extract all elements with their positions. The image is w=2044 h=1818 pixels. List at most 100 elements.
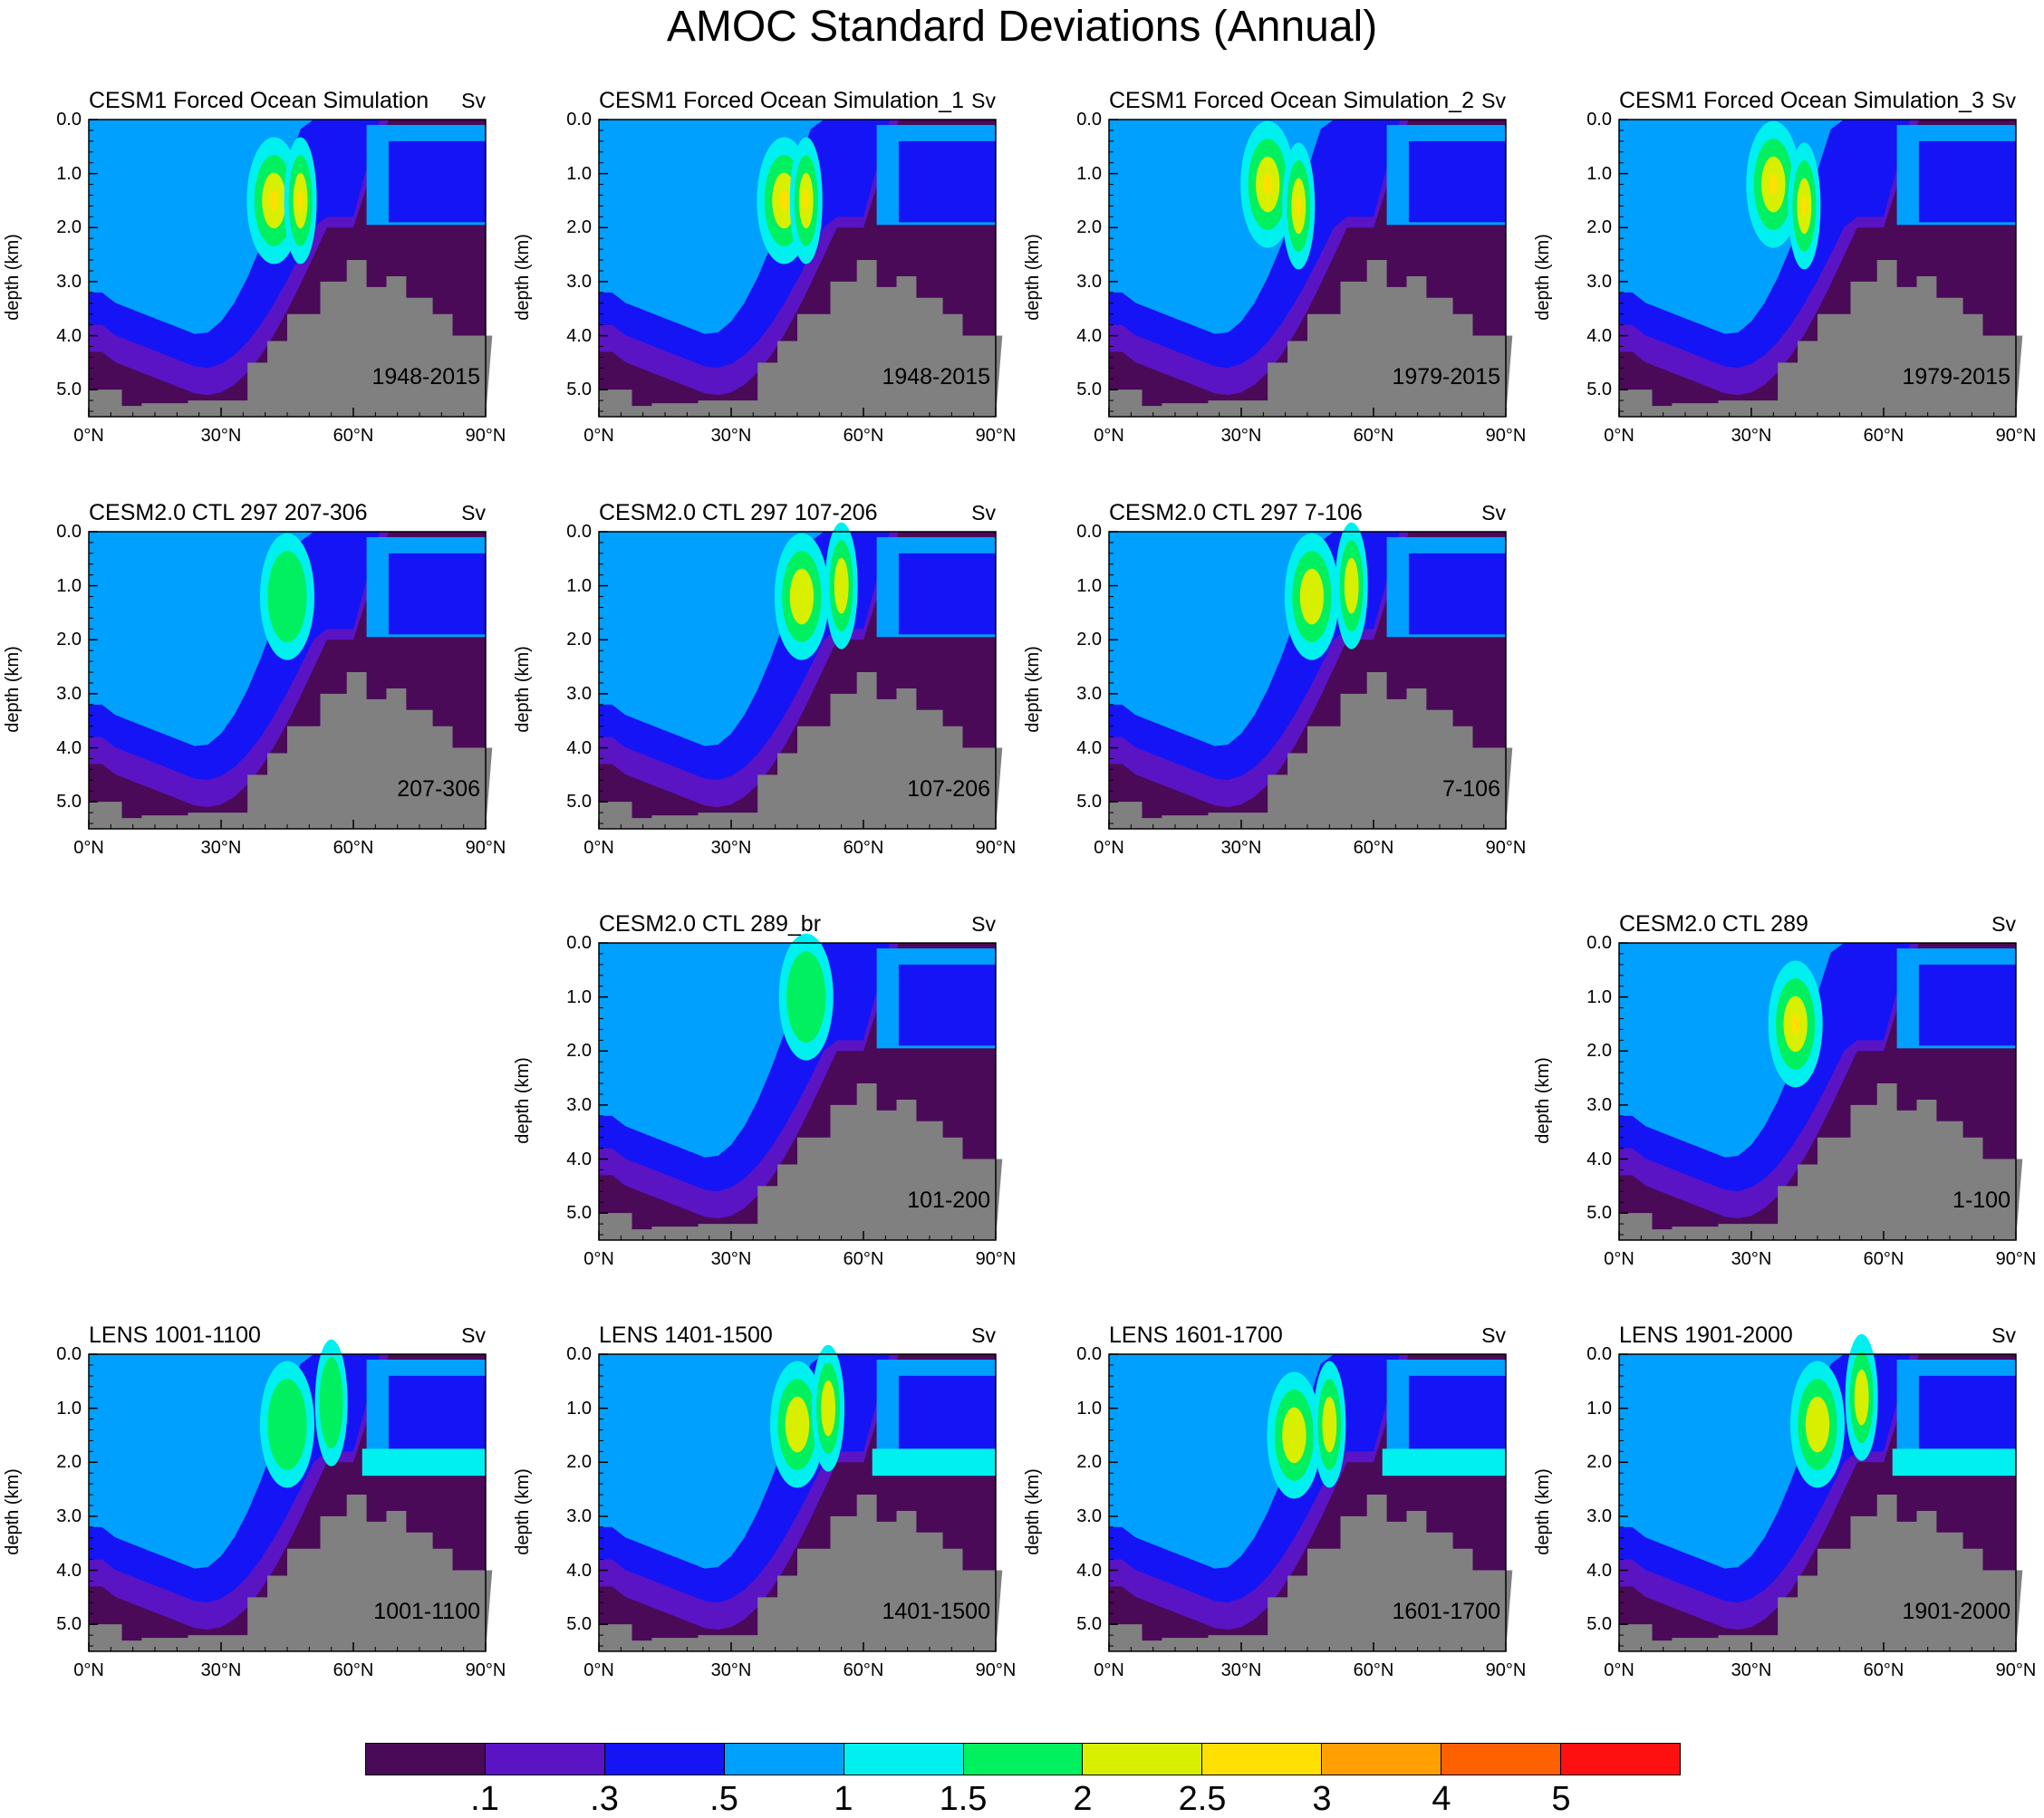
y-tick-label: 4.0 xyxy=(56,1560,82,1581)
y-tick-label: 0.0 xyxy=(56,1344,82,1364)
x-tick-label: 0°N xyxy=(73,838,104,858)
y-tick-label: 4.0 xyxy=(1076,325,1102,346)
x-tick-label: 30°N xyxy=(710,838,752,858)
colorbar-swatch xyxy=(604,1744,725,1775)
variability-core xyxy=(1299,568,1325,625)
x-tick-label: 0°N xyxy=(583,426,614,446)
period-label: 1001-1100 xyxy=(373,1599,480,1624)
period-label: 1979-2015 xyxy=(1902,364,2010,390)
colorbar-swatch xyxy=(1083,1744,1203,1775)
y-tick-label: 2.0 xyxy=(1076,217,1102,238)
contour-band-strip xyxy=(872,1448,996,1477)
y-tick-label: 5.0 xyxy=(1076,380,1102,400)
x-tick-label: 0°N xyxy=(583,1249,614,1269)
contour-plot xyxy=(598,933,1003,1241)
panel-title: LENS 1601-1700 xyxy=(1109,1323,1283,1348)
y-tick-label: 2.0 xyxy=(1586,217,1612,238)
x-tick-label: 30°N xyxy=(710,1660,752,1680)
contour-band-north-inner xyxy=(898,140,996,223)
panel-units: Sv xyxy=(1481,501,1506,524)
colorbar-swatch xyxy=(1202,1744,1323,1775)
y-tick-label: 3.0 xyxy=(1076,1505,1102,1526)
contour-band-north-inner xyxy=(898,553,996,635)
y-tick-label: 5.0 xyxy=(1076,792,1102,813)
x-tick-label: 90°N xyxy=(1995,1249,2037,1269)
colorbar-level-label: 1.5 xyxy=(939,1780,988,1818)
x-tick-label: 60°N xyxy=(333,426,374,446)
colorbar-level-label: 2 xyxy=(1073,1780,1093,1818)
period-label: 207-306 xyxy=(397,776,480,802)
contour-band xyxy=(1619,943,1893,1158)
y-tick-label: 1.0 xyxy=(1076,1398,1102,1419)
y-tick-label: 3.0 xyxy=(1586,1505,1612,1526)
y-tick-label: 2.0 xyxy=(566,217,592,238)
y-tick-label: 3.0 xyxy=(566,1094,592,1115)
y-tick-label: 0.0 xyxy=(1586,1344,1612,1364)
y-tick-label: 5.0 xyxy=(566,380,592,400)
y-tick-label: 1.0 xyxy=(1076,575,1102,596)
contour-band xyxy=(1619,1354,1893,1569)
contour-band xyxy=(89,1354,362,1569)
colorbar-swatch xyxy=(366,1744,486,1775)
x-tick-label: 60°N xyxy=(1863,1249,1904,1269)
contour-plot xyxy=(88,119,493,418)
y-tick-label: 4.0 xyxy=(566,1149,592,1169)
y-tick-label: 3.0 xyxy=(566,271,592,292)
period-label: 1948-2015 xyxy=(371,364,480,390)
x-tick-label: 60°N xyxy=(1863,1660,1904,1680)
x-tick-label: 30°N xyxy=(710,426,752,446)
panel-units: Sv xyxy=(461,1323,486,1347)
panel-units: Sv xyxy=(971,912,996,936)
variability-core xyxy=(785,1396,810,1453)
panel-units: Sv xyxy=(971,501,996,524)
x-tick-label: 90°N xyxy=(1995,426,2037,446)
y-tick-label: 5.0 xyxy=(1586,1203,1612,1224)
y-tick-label: 1.0 xyxy=(1586,1398,1612,1419)
panel-title: CESM2.0 CTL 297 207-306 xyxy=(89,500,368,525)
contour-plot xyxy=(1108,119,1513,418)
contour-band xyxy=(599,532,873,746)
panel-units: Sv xyxy=(1481,1323,1506,1347)
colorbar-level-label: 1 xyxy=(834,1780,853,1818)
colorbar-level-label: 5 xyxy=(1551,1780,1571,1818)
y-tick-label: 2.0 xyxy=(1076,1452,1102,1473)
contour-band-north-inner xyxy=(388,140,486,223)
y-tick-label: 2.0 xyxy=(1076,630,1102,650)
x-tick-label: 90°N xyxy=(1485,1660,1527,1680)
x-tick-label: 30°N xyxy=(200,426,242,446)
contour-panel: CESM2.0 CTL 289_br Sv 101-200 depth (km) 0.0… xyxy=(510,910,1017,1300)
y-tick-label: 1.0 xyxy=(1586,986,1612,1007)
contour-plot xyxy=(1618,942,2023,1241)
x-tick-label: 60°N xyxy=(333,838,374,858)
contour-band-north-inner xyxy=(1408,1375,1506,1457)
y-tick-label: 2.0 xyxy=(566,1452,592,1473)
x-tick-label: 0°N xyxy=(1094,426,1124,446)
x-tick-label: 60°N xyxy=(843,1249,884,1269)
colorbar-swatch xyxy=(1322,1744,1442,1775)
contour-panel: CESM2.0 CTL 297 7-106 Sv 7-106 depth (km) 0.… xyxy=(1020,499,1528,889)
y-tick-label: 5.0 xyxy=(1586,1614,1612,1635)
land-mask xyxy=(89,1495,493,1651)
y-tick-label: 5.0 xyxy=(56,1614,82,1635)
x-tick-label: 30°N xyxy=(1220,838,1262,858)
x-tick-label: 0°N xyxy=(1604,1249,1634,1269)
colorbar-level-label: 3 xyxy=(1312,1780,1332,1818)
contour-band xyxy=(1109,1354,1383,1569)
y-tick-label: 5.0 xyxy=(566,1614,592,1635)
panel-title: CESM1 Forced Ocean Simulation_1 xyxy=(599,88,964,113)
variability-core xyxy=(297,190,304,211)
variability-core xyxy=(1322,1396,1337,1453)
panel-title: CESM2.0 CTL 297 7-106 xyxy=(1109,500,1363,525)
x-tick-label: 90°N xyxy=(1485,426,1527,446)
contour-plot xyxy=(88,1339,493,1652)
panel-title: CESM2.0 CTL 297 107-206 xyxy=(599,500,878,525)
y-tick-label: 0.0 xyxy=(1076,110,1102,130)
y-tick-label: 5.0 xyxy=(566,1203,592,1224)
y-tick-label: 2.0 xyxy=(1586,1452,1612,1473)
variability-core xyxy=(1263,174,1272,195)
y-tick-label: 4.0 xyxy=(1076,737,1102,758)
colorbar-swatch xyxy=(724,1744,844,1775)
contour-band-north-inner xyxy=(388,1375,486,1457)
y-tick-label: 0.0 xyxy=(1076,522,1102,542)
period-label: 1-100 xyxy=(1952,1188,2010,1213)
